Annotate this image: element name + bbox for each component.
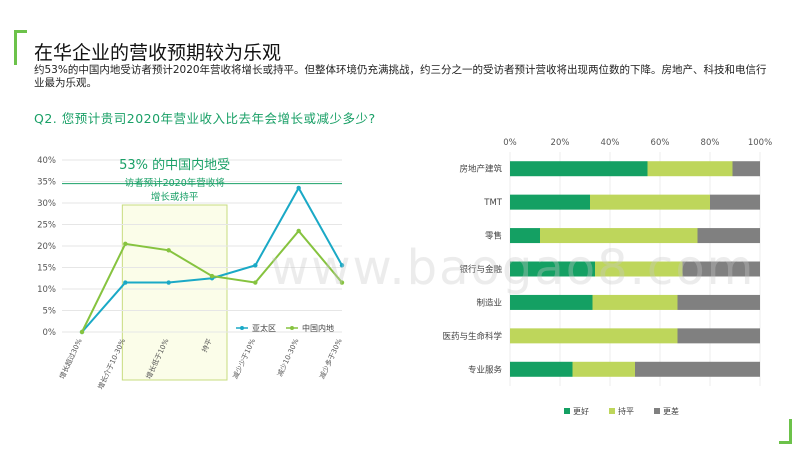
line-y-tick-label: 25% [37,221,56,231]
bar-segment-2 [592,294,678,310]
line-point-series-1 [166,280,171,285]
bar-segment-3 [677,328,760,344]
bar-category-label: 银行与金融 [459,264,502,275]
line-point-series-1 [123,280,128,285]
bar-segment-2 [572,361,635,377]
line-point-series-2 [253,280,258,285]
bar-category-label: 房地产建筑 [459,164,502,175]
bar-segment-3 [677,294,760,310]
line-y-tick-label: 0% [43,328,57,338]
annotation-text-line-2: 访者预计2020年营收将 [125,177,226,189]
bar-x-tick-label: 20% [551,138,570,148]
bar-category-label: 专业服务 [468,364,503,375]
bar-segment-3 [635,361,760,377]
line-point-series-2 [339,280,345,285]
annotation-text-line-3: 增长或持平 [151,191,199,203]
watermark-text: www.baogao8.com [270,240,756,296]
bar-x-tick-label: 40% [601,138,620,148]
bar-segment-2 [595,261,683,277]
line-y-tick-label: 20% [37,242,56,252]
line-x-category-label: 减少多于30% [317,337,344,381]
page-subtitle: 约53%的中国内地受访者预计2020年营收将增长或持平。但整体环境仍充满挑战，约… [34,64,767,89]
line-y-tick-label: 5% [43,307,57,317]
line-y-tick-label: 15% [37,264,56,274]
line-point-series-1 [253,263,258,268]
corner-bracket-top-left [14,30,27,65]
bar-legend-label: 持平 [618,406,634,416]
line-point-series-2 [166,248,171,253]
bar-segment-3 [710,194,760,210]
bar-segment-1 [510,361,573,377]
line-legend-label: 亚太区 [252,323,276,333]
page-title: 在华企业的营收预期较为乐观 [34,42,282,64]
bar-segment-1 [510,261,595,277]
bar-segment-1 [510,161,648,177]
line-point-series-1 [339,263,345,268]
bar-segment-2 [510,328,678,344]
bar-x-tick-label: 0% [503,138,517,148]
line-x-category-label: 减少10-30% [275,337,301,378]
line-legend-marker [290,326,294,330]
bar-segment-1 [510,294,593,310]
bar-segment-2 [540,228,698,244]
corner-bracket-bottom-right [779,419,792,444]
line-point-series-2 [123,241,128,247]
line-y-tick-label: 40% [37,156,56,166]
bar-segment-1 [510,194,590,210]
line-point-series-2 [79,329,85,335]
survey-question: Q2. 您预计贵司2020年营业收入比去年会增长或减少多少? [34,111,376,126]
bar-category-label: 制造业 [476,297,502,308]
bar-category-label: 零售 [485,231,502,242]
line-y-tick-label: 30% [37,199,56,209]
highlight-box [121,204,228,381]
bar-x-tick-label: 60% [651,138,670,148]
line-legend-label: 中国内地 [302,323,334,333]
bar-legend-label: 更差 [663,406,679,416]
line-legend-marker [240,326,244,330]
line-x-category-label: 增长超过30% [57,337,84,381]
bar-segment-2 [647,161,733,177]
bar-category-label: TMT [483,198,503,208]
bar-x-tick-label: 80% [701,138,720,148]
bar-legend-label: 更好 [573,406,589,416]
bar-legend-swatch [564,408,570,414]
line-point-series-2 [296,228,301,234]
bar-category-label: 医药与生命科学 [442,331,502,342]
line-point-series-2 [209,273,215,279]
line-y-tick-label: 35% [37,178,56,188]
bar-segment-3 [697,228,760,244]
bar-legend-swatch [609,408,615,414]
bar-legend-swatch [654,408,660,414]
line-point-series-1 [296,185,301,191]
line-y-tick-label: 10% [37,285,56,295]
bar-segment-3 [682,261,760,277]
bar-segment-3 [732,161,760,177]
bar-segment-2 [590,194,710,210]
bar-segment-1 [510,228,540,244]
bar-x-tick-label: 100% [748,138,772,148]
line-x-category-label: 减少少于10% [231,337,258,381]
annotation-text-line-1: 53% 的中国内地受 [119,157,230,173]
